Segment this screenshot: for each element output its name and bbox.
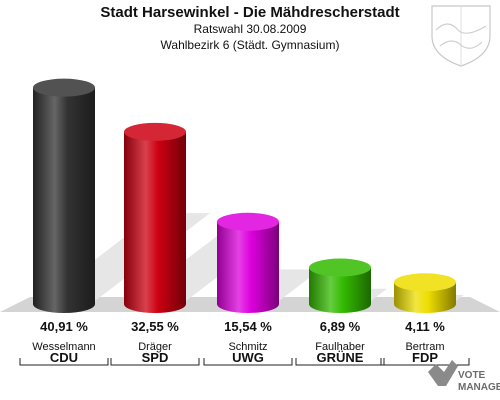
party-label: UWG bbox=[232, 350, 264, 365]
party-underline bbox=[380, 358, 470, 366]
bar-top-fdp bbox=[394, 273, 456, 292]
bar-top-grüne bbox=[309, 258, 371, 277]
candidate-label: Wesselmann bbox=[32, 341, 95, 353]
party-label: CDU bbox=[50, 350, 78, 365]
candidate-label: Bertram bbox=[405, 341, 444, 353]
candidate-label: Faulhaber bbox=[315, 341, 365, 353]
candidate-label: Dräger bbox=[138, 341, 172, 353]
party-underline bbox=[203, 358, 293, 366]
value-label: 4,11 % bbox=[405, 319, 445, 334]
value-label: 6,89 % bbox=[320, 319, 361, 334]
bar-top-uwg bbox=[217, 212, 279, 231]
bar-grüne bbox=[309, 267, 371, 313]
bar-top-spd bbox=[124, 122, 186, 141]
bar-uwg bbox=[217, 221, 279, 313]
party-underline bbox=[295, 358, 385, 366]
value-label: 40,91 % bbox=[40, 319, 88, 334]
bar-cdu bbox=[33, 87, 95, 313]
candidate-label: Schmitz bbox=[228, 341, 267, 353]
value-label: 32,55 % bbox=[131, 319, 179, 334]
watermark-line1: VOTE bbox=[458, 370, 486, 381]
district-label: Wahlbezirk 6 (Städt. Gymnasium) bbox=[160, 38, 340, 52]
party-label: FDP bbox=[412, 350, 438, 365]
bar-top-cdu bbox=[33, 78, 95, 97]
chart-title: Stadt Harsewinkel - Die Mähdrescherstadt bbox=[100, 4, 400, 21]
watermark-line2: MANAGER bbox=[458, 382, 500, 393]
election-date: Ratswahl 30.08.2009 bbox=[193, 22, 307, 36]
party-underline bbox=[110, 358, 200, 366]
party-label: SPD bbox=[142, 350, 169, 365]
party-label: GRÜNE bbox=[317, 350, 364, 365]
bar-spd bbox=[124, 131, 186, 313]
value-label: 15,54 % bbox=[224, 319, 272, 334]
coat-of-arms-icon bbox=[431, 5, 491, 67]
party-underline bbox=[19, 358, 109, 366]
vote-manager-logo: VOTE MANAGER bbox=[428, 360, 500, 393]
